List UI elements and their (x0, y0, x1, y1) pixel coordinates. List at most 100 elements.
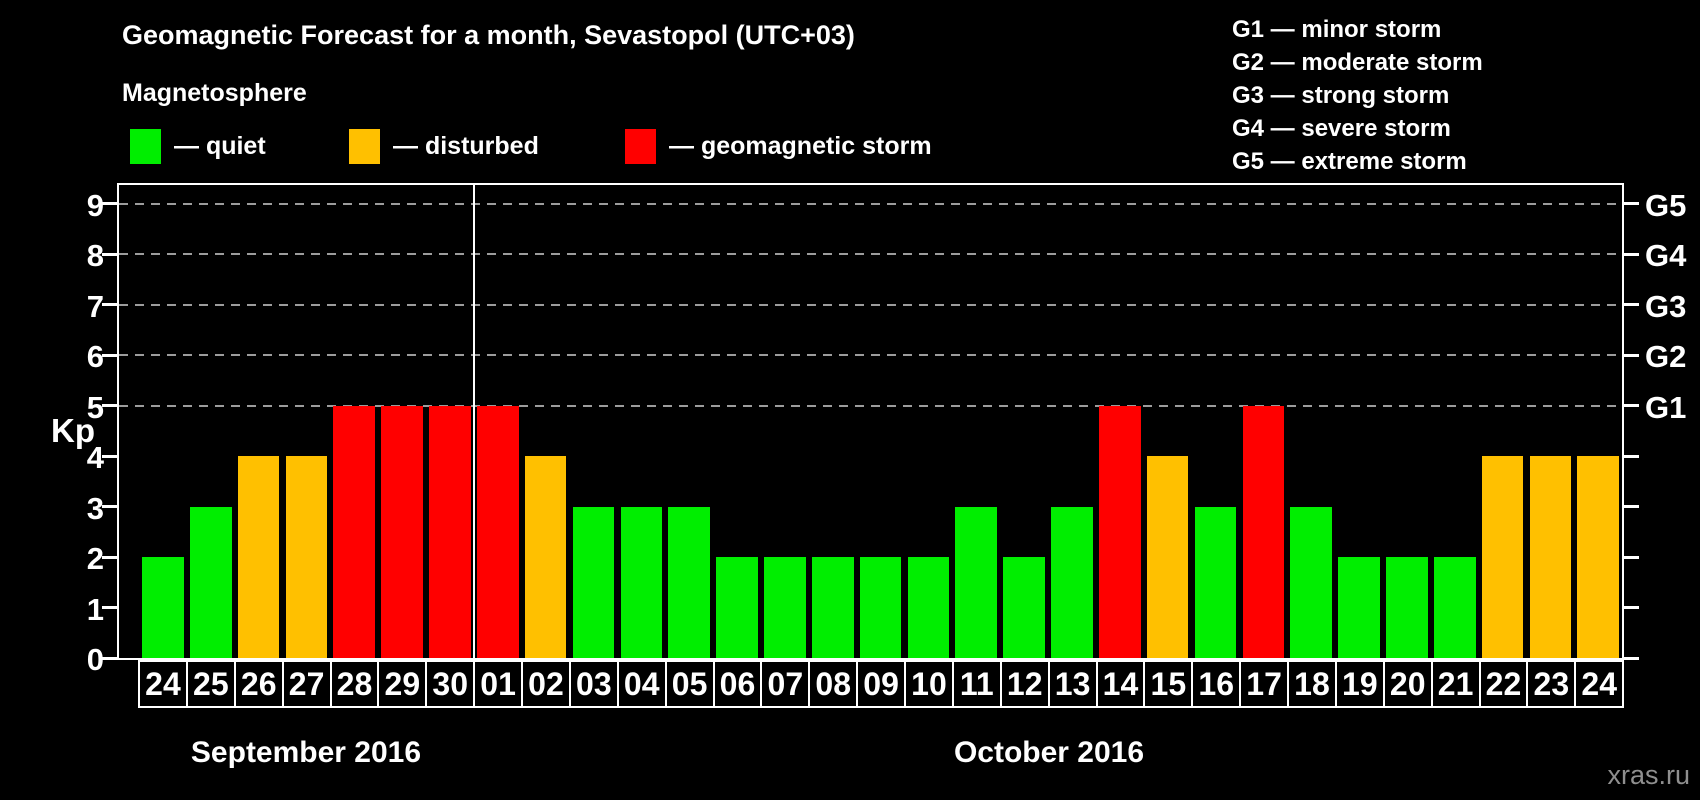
kp-bar-day-20-kp2 (1386, 557, 1428, 658)
kp-bar-day-04-kp3 (620, 506, 663, 658)
legend-item-disturbed: — disturbed (349, 128, 539, 164)
date-box-26: 26 (233, 660, 284, 708)
kp-axis-label-8: 8 (86, 238, 104, 273)
date-box-30: 30 (425, 660, 476, 708)
kp-axis-label-9: 9 (86, 187, 104, 223)
bar-slot-day-05 (665, 185, 713, 658)
date-box-24: 24 (138, 660, 188, 708)
month-label-october: October 2016 (953, 736, 1145, 769)
kp-bar-day-02-kp4 (524, 456, 567, 658)
right-tick-kp8 (1624, 252, 1639, 256)
kp-bar-day-18-kp3 (1290, 506, 1332, 658)
legend-label-disturbed: — disturbed (393, 131, 539, 160)
magnetosphere-subtitle: Magnetosphere (122, 79, 307, 107)
g-axis-label-g3: G3 (1645, 288, 1687, 324)
date-box-09: 09 (856, 660, 906, 708)
bar-slot-day-04 (617, 185, 665, 658)
bar-slot-day-23 (1526, 185, 1574, 658)
kp-bar-day-29-kp5 (381, 405, 423, 658)
g-legend-line-g4: G4 — severe storm (1232, 115, 1451, 142)
kp-bar-day-07-kp2 (764, 557, 806, 658)
bar-slot-day-24 (1574, 185, 1622, 658)
bar-slot-day-30 (426, 185, 474, 658)
right-tick-kp6 (1624, 353, 1639, 357)
kp-bar-day-26-kp4 (237, 456, 280, 658)
kp-axis-label-1: 1 (86, 591, 104, 627)
watermark: xras.ru (1607, 760, 1690, 790)
date-box-05: 05 (664, 660, 715, 708)
bar-slot-day-15 (1144, 185, 1192, 658)
kp-bar-day-21-kp2 (1433, 557, 1476, 658)
bar-slot-day-13 (1048, 185, 1096, 658)
bar-slot-day-20 (1383, 185, 1431, 658)
bar-slot-day-01 (474, 185, 522, 658)
kp-bar-day-14-kp5 (1098, 405, 1141, 658)
kp-bar-day-24-kp4 (1577, 456, 1620, 658)
kp-bar-day-11-kp3 (955, 506, 998, 658)
bar-slot-day-14 (1096, 185, 1144, 658)
month-label-september: September 2016 (190, 736, 422, 769)
kp-bar-day-05-kp3 (668, 506, 710, 658)
bar-slot-day-06 (713, 185, 761, 658)
bar-slot-day-25 (187, 185, 235, 658)
kp-bar-day-15-kp4 (1146, 456, 1189, 658)
kp-axis-label-2: 2 (86, 541, 104, 576)
date-box-13: 13 (1047, 660, 1098, 708)
date-box-24: 24 (1574, 660, 1625, 708)
kp-bar-day-17-kp5 (1242, 405, 1285, 658)
left-tick-kp5 (102, 404, 117, 407)
gridline-kp6 (119, 354, 1622, 356)
g-legend-line-g3: G3 — strong storm (1232, 82, 1450, 109)
bar-slot-day-29 (378, 185, 426, 658)
date-box-25: 25 (185, 660, 236, 708)
date-box-28: 28 (329, 660, 380, 708)
legend-label-quiet: — quiet (174, 131, 266, 160)
kp-axis-label-5: 5 (86, 389, 104, 425)
date-box-12: 12 (999, 660, 1050, 708)
date-box-01: 01 (473, 660, 523, 708)
kp-axis-label-4: 4 (86, 440, 104, 475)
bar-slot-day-09 (857, 185, 905, 658)
date-box-15: 15 (1143, 660, 1194, 708)
storm-color-swatch (625, 128, 656, 164)
kp-bar-day-01-kp5 (477, 405, 519, 658)
bar-slot-day-16 (1192, 185, 1240, 658)
kp-axis-label-7: 7 (86, 288, 104, 324)
kp-bar-day-22-kp4 (1481, 456, 1524, 658)
date-box-04: 04 (616, 660, 667, 708)
left-tick-kp3 (102, 505, 117, 508)
kp-bar-day-13-kp3 (1051, 506, 1093, 658)
date-box-18: 18 (1287, 660, 1337, 708)
g-axis-label-g2: G2 (1645, 339, 1687, 374)
g-legend-line-g5: G5 — extreme storm (1232, 148, 1467, 175)
bar-slot-day-10 (905, 185, 953, 658)
left-tick-kp1 (102, 606, 117, 609)
kp-bar-day-30-kp5 (429, 405, 471, 658)
quiet-color-swatch (130, 128, 161, 164)
g-axis-label-g5: G5 (1645, 187, 1687, 223)
legend-item-storm: — geomagnetic storm (625, 128, 932, 164)
right-tick-kp1 (1624, 606, 1639, 609)
date-box-17: 17 (1239, 660, 1289, 708)
bar-slot-day-21 (1431, 185, 1479, 658)
bar-slot-day-22 (1479, 185, 1527, 658)
date-box-02: 02 (521, 660, 571, 708)
left-tick-kp9 (102, 202, 117, 205)
bar-slot-day-27 (283, 185, 331, 658)
date-box-20: 20 (1382, 660, 1433, 708)
bar-slot-day-19 (1335, 185, 1383, 658)
date-box-23: 23 (1526, 660, 1577, 708)
right-tick-kp2 (1624, 555, 1639, 559)
bar-slot-day-12 (1000, 185, 1048, 658)
kp-bar-day-03-kp3 (572, 506, 615, 658)
date-box-03: 03 (568, 660, 619, 708)
kp-bar-day-08-kp2 (811, 557, 854, 658)
bar-slot-day-11 (952, 185, 1000, 658)
kp-bar-day-19-kp2 (1338, 557, 1380, 658)
date-box-22: 22 (1478, 660, 1529, 708)
g-axis-label-g1: G1 (1645, 389, 1687, 425)
kp-bar-day-24-kp2 (142, 557, 184, 658)
kp-bar-day-28-kp5 (333, 405, 376, 658)
date-box-11: 11 (951, 660, 1002, 708)
bar-slot-day-03 (570, 185, 618, 658)
